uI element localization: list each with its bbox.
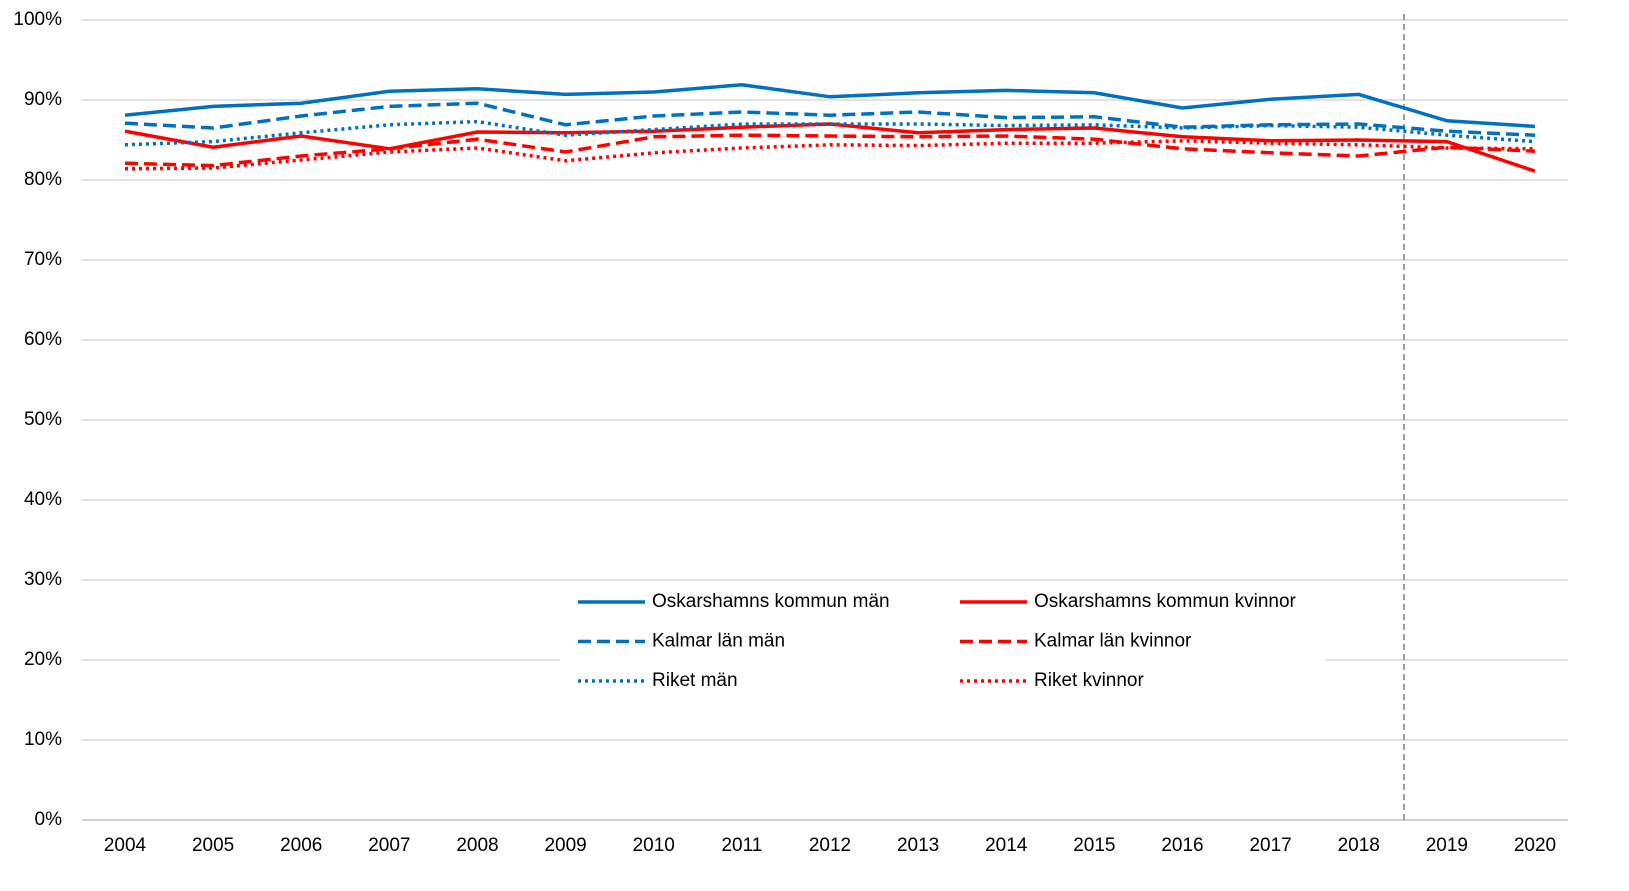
y-tick-label: 20%: [24, 649, 62, 670]
x-tick-label: 2015: [1073, 835, 1115, 856]
y-tick-label: 0%: [35, 809, 63, 830]
x-tick-label: 2016: [1161, 835, 1203, 856]
y-tick-label: 10%: [24, 729, 62, 750]
y-tick-label: 40%: [24, 489, 62, 510]
x-tick-label: 2012: [809, 835, 851, 856]
series-line: [124, 119, 1536, 147]
x-tick-label: 2006: [280, 835, 322, 856]
y-tick-label: 90%: [24, 89, 62, 110]
y-tick-label: 80%: [24, 169, 62, 190]
series-line: [124, 139, 1536, 171]
x-tick-label: 2007: [368, 835, 410, 856]
y-tick-label: 100%: [13, 9, 62, 30]
y-tick-label: 70%: [24, 249, 62, 270]
legend-label: Riket kvinnor: [1034, 670, 1144, 691]
x-tick-label: 2019: [1426, 835, 1468, 856]
x-tick-label: 2008: [456, 835, 498, 856]
grid: [82, 19, 1568, 821]
y-tick-label: 30%: [24, 569, 62, 590]
x-tick-label: 2004: [104, 835, 147, 856]
series-line: [124, 83, 1536, 129]
legend-label: Kalmar län män: [652, 631, 785, 652]
series-line: [124, 133, 1536, 168]
x-tick-label: 2005: [192, 835, 234, 856]
y-tick-label: 50%: [24, 409, 62, 430]
x-tick-label: 2014: [985, 835, 1028, 856]
legend-label: Oskarshamns kommun kvinnor: [1034, 591, 1297, 612]
x-tick-label: 2011: [721, 835, 762, 856]
x-tick-label: 2013: [897, 835, 939, 856]
x-tick-label: 2018: [1338, 835, 1380, 856]
x-tick-label: 2009: [544, 835, 586, 856]
legend-box: [560, 583, 1326, 703]
legend-label: Oskarshamns kommun män: [652, 591, 890, 612]
legend-label: Riket män: [652, 670, 738, 691]
y-tick-label: 60%: [24, 329, 62, 350]
x-tick-label: 2020: [1514, 835, 1556, 856]
x-tick-label: 2010: [633, 835, 675, 856]
x-tick-label: 2017: [1249, 835, 1291, 856]
legend-label: Kalmar län kvinnor: [1034, 631, 1192, 652]
